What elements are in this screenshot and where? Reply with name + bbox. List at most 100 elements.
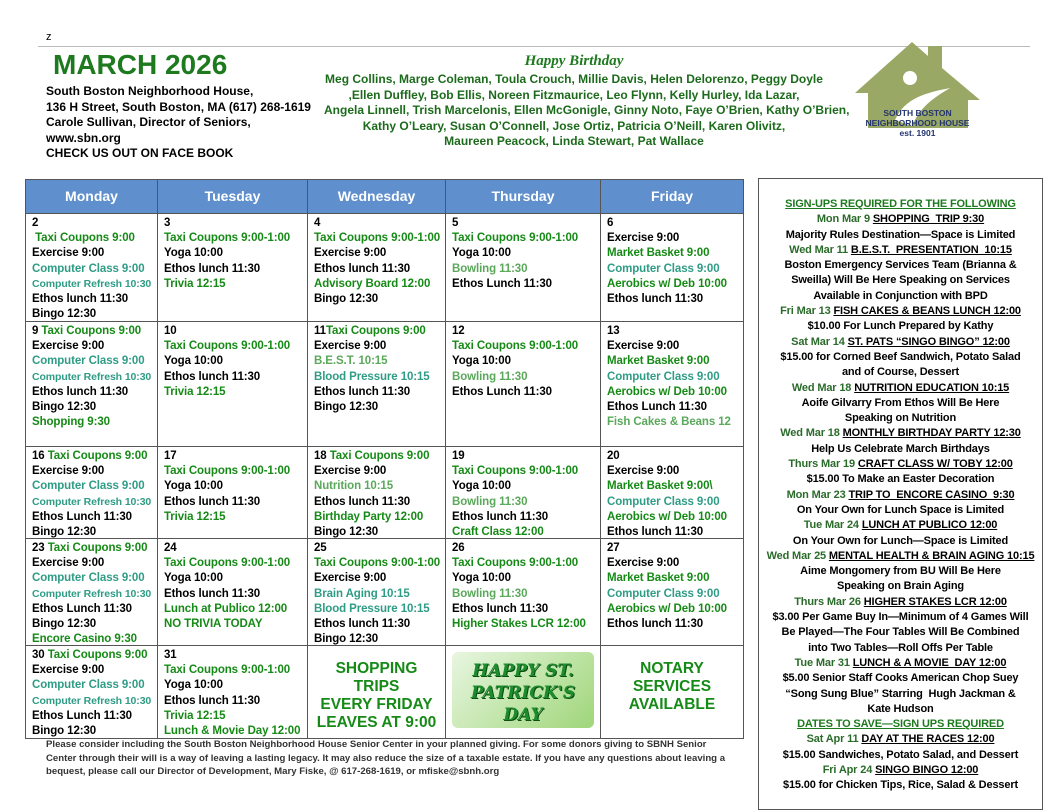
house-shape — [855, 42, 980, 128]
event-text: Higher Stakes LCR 12:00 — [452, 618, 586, 631]
event-line: Nutrition 10:15 — [314, 479, 445, 494]
event-line: Bingo 12:30 — [32, 400, 157, 415]
event-line: Taxi Coupons 9:00 — [32, 231, 157, 246]
event-line: Market Basket 9:00 — [607, 571, 743, 586]
event-line: Market Basket 9:00 — [607, 354, 743, 369]
event-line: Taxi Coupons 9:00-1:00 — [164, 231, 307, 246]
event-line: Trivia 12:15 — [164, 385, 307, 400]
event-text: Birthday Party 12:00 — [314, 510, 424, 523]
event-line: 6 — [607, 216, 743, 231]
event-line: Taxi Coupons 9:00-1:00 — [164, 339, 307, 354]
sidebar-line: Sweilla) Will Be Here Speaking on Servic… — [759, 273, 1042, 288]
event-text: Computer Class 9:00 — [32, 480, 145, 493]
day-cell: 3 Taxi Coupons 9:00-1:00 Yoga 10:00 Ethos l… — [157, 213, 308, 322]
event-text: Bingo 12:30 — [32, 618, 97, 631]
event-text: Bowling 11:30 — [452, 587, 528, 600]
event-text: 26 — [452, 542, 465, 554]
event-line: 2 — [32, 216, 157, 231]
event-text: Brain Aging 10:15 — [314, 587, 410, 600]
event-line: Ethos Lunch 11:30 — [607, 400, 743, 415]
event-text: Computer Refresh 10:30 — [32, 495, 152, 508]
event-line: 12 — [452, 324, 600, 339]
notice-line: SERVICES — [632, 678, 712, 695]
event-text: Ethos lunch 11:30 — [607, 526, 704, 539]
day-cell: 19 Taxi Coupons 9:00-1:00 Yoga 10:00 Bowlin… — [445, 446, 601, 539]
event-text: Exercise 9:00 — [32, 340, 105, 353]
sidebar-text: Sweilla) Will Be Here Speaking on Servic… — [791, 274, 1010, 287]
event-text: 4 — [314, 217, 321, 229]
event-line: 9 Taxi Coupons 9:00 — [32, 324, 157, 339]
sidebar-text: Aime Mongomery from BU Will Be Here — [800, 565, 1001, 578]
sidebar-line: Mon Mar 23 TRIP TO ENCORE CASINO 9:30 — [759, 488, 1042, 503]
event-text: Ethos lunch 11:30 — [164, 262, 261, 275]
event-text: Blood Pressure 10:15 — [314, 602, 430, 615]
event-line: NO TRIVIA TODAY — [164, 617, 307, 632]
sidebar-line: Thurs Mar 26 HIGHER STAKES LCR 12:00 — [759, 595, 1042, 610]
event-text: Trivia 12:15 — [164, 277, 226, 290]
day-cell: 25 Taxi Coupons 9:00-1:00 Exercise 9:00 Bra… — [307, 538, 446, 646]
event-line: Yoga 10:00 — [164, 354, 307, 369]
sidebar-line: Tue Mar 31 LUNCH & A MOVIE DAY 12:00 — [759, 656, 1042, 671]
event-line: Ethos lunch 11:30 — [314, 385, 445, 400]
logo-line: SOUTH BOSTON — [883, 108, 952, 118]
event-text: 19 — [452, 450, 465, 462]
sidebar-text: LUNCH AT PUBLICO 12:00 — [861, 519, 998, 532]
event-line: Market Basket 9:00 — [607, 246, 743, 261]
event-text: Taxi Coupons 9:00-1:00 — [164, 465, 291, 478]
sidebar-text: LUNCH & A MOVIE DAY 12:00 — [852, 656, 1007, 669]
sidebar-text: Majority Rules Destination—Space is Limi… — [785, 228, 1016, 241]
sidebar-text: CRAFT CLASS W/ TOBY 12:00 — [857, 458, 1013, 471]
event-line: Ethos Lunch 11:30 — [452, 277, 600, 292]
event-line: Bingo 12:30 — [314, 525, 445, 538]
event-text: Market Basket 9:00 — [607, 355, 710, 368]
event-line: Aerobics w/ Deb 10:00 — [607, 385, 743, 400]
event-line: Bingo 12:30 — [32, 617, 157, 632]
address: South Boston Neighborhood House, 136 H St… — [46, 84, 311, 162]
footer: Please consider including the South Bost… — [46, 738, 725, 779]
event-line: 5 — [452, 216, 600, 231]
notice-line: LEAVES AT 9:00 — [316, 714, 437, 731]
sidebar-text: On Your Own for Lunch Space is Limited — [796, 503, 1005, 516]
event-text: 11 — [314, 325, 326, 337]
sidebar-line: Fri Apr 24 SINGO BINGO 12:00 — [759, 763, 1042, 778]
sidebar-line: Tue Mar 24 LUNCH AT PUBLICO 12:00 — [759, 518, 1042, 533]
event-text: Craft Class 12:00 — [452, 526, 544, 539]
logo-line: est. 1901 — [899, 128, 936, 138]
event-line: Exercise 9:00 — [607, 339, 743, 354]
event-line: Computer Class 9:00 — [32, 678, 157, 693]
day-cell: 20 Exercise 9:00 Market Basket 9:00\ Comput… — [600, 446, 744, 539]
event-text: Ethos Lunch 11:30 — [32, 602, 132, 615]
event-line: Yoga 10:00 — [452, 354, 600, 369]
event-text: Bowling 11:30 — [452, 495, 528, 508]
event-line: Computer Class 9:00 — [32, 262, 157, 277]
month-title: MARCH 2026 — [53, 49, 228, 80]
holiday-image: HAPPY ST. PATRICK'S DAY — [452, 652, 594, 728]
sidebar-text: HIGHER STAKES LCR 12:00 — [863, 595, 1007, 608]
event-text: 10 — [164, 325, 177, 337]
event-line: 23 Taxi Coupons 9:00 — [32, 541, 157, 556]
sidebar-line: $15.00 To Make an Easter Decoration — [759, 472, 1042, 487]
sidebar-line: “Song Sung Blue” Starring Hugh Jackman & — [759, 687, 1042, 702]
event-line: Ethos lunch 11:30 — [452, 602, 600, 617]
sidebar-text: $15.00 To Make an Easter Decoration — [806, 473, 995, 486]
sidebar: SIGN-UPS REQUIRED FOR THE FOLLOWING Mon M… — [758, 178, 1043, 810]
day-header: Tuesday — [157, 179, 308, 214]
event-line: Computer Class 9:00 — [607, 262, 743, 277]
event-line: Aerobics w/ Deb 10:00 — [607, 277, 743, 292]
event-line: Computer Class 9:00 — [607, 370, 743, 385]
day-cell: 30 Taxi Coupons 9:00 Exercise 9:00 Compute… — [25, 645, 158, 739]
address-line: CHECK US OUT ON FACE BOOK — [46, 146, 234, 160]
event-line: Yoga 10:00 — [452, 571, 600, 586]
event-line: Yoga 10:00 — [164, 479, 307, 494]
sidebar-text: Speaking on Brain Aging — [837, 580, 964, 593]
event-line: Exercise 9:00 — [314, 571, 445, 586]
sidebar-text: SINGO BINGO 12:00 — [875, 763, 979, 776]
event-text: 20 — [607, 450, 620, 462]
sidebar-text: into Two Tables—Roll Offs Per Table — [808, 641, 993, 654]
names-line: ,Ellen Duffley, Bob Ellis, Noreen Fitzma… — [348, 87, 800, 102]
event-text: Exercise 9:00 — [314, 340, 387, 353]
event-line: Taxi Coupons 9:00-1:00 — [164, 663, 307, 678]
sidebar-line: Be Played—The Four Tables Will Be Combin… — [759, 625, 1042, 640]
event-text: Computer Class 9:00 — [32, 679, 145, 692]
event-text: Trivia 12:15 — [164, 709, 226, 722]
